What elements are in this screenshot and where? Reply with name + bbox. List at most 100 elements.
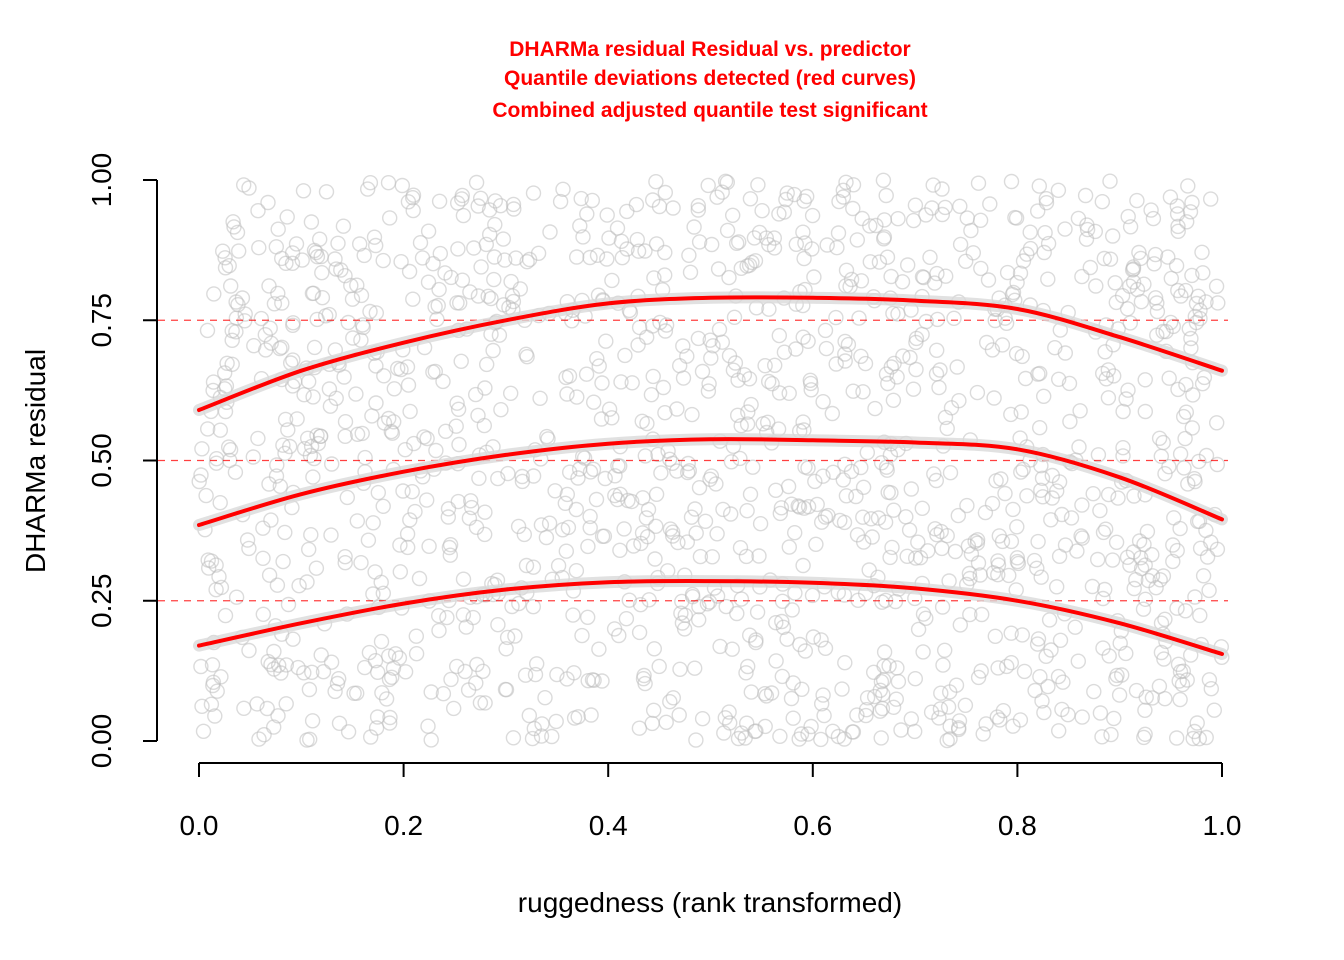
residual-point xyxy=(1100,390,1117,406)
residual-point xyxy=(876,644,893,660)
residual-point xyxy=(400,377,417,393)
residual-point xyxy=(386,381,402,397)
residual-point xyxy=(429,311,445,327)
residual-point xyxy=(306,450,322,467)
residual-point xyxy=(1185,387,1201,403)
residual-point xyxy=(1110,490,1126,506)
residual-point xyxy=(768,482,784,498)
residual-point xyxy=(497,681,514,698)
residual-point xyxy=(907,671,923,687)
residual-point xyxy=(1185,730,1201,747)
residual-point xyxy=(449,395,465,411)
residual-point xyxy=(743,396,759,413)
residual-point xyxy=(1029,560,1045,576)
residual-point xyxy=(709,189,725,205)
residual-point xyxy=(392,564,408,580)
residual-point xyxy=(275,437,291,453)
residual-point xyxy=(604,272,620,289)
axes: 0.00 0.25 0.50 0.75 1.00 0.0 0.2 0.4 0.6 0.8 1.0 xyxy=(86,153,1241,841)
residual-point xyxy=(277,411,294,428)
residual-point xyxy=(1183,330,1199,347)
residual-point xyxy=(740,404,756,420)
residual-point xyxy=(619,203,635,220)
residual-point xyxy=(880,375,896,392)
residual-point xyxy=(723,506,739,522)
residual-point xyxy=(570,470,586,486)
residual-point xyxy=(291,578,307,594)
residual-point xyxy=(1038,194,1055,211)
residual-point xyxy=(768,615,784,631)
residual-point xyxy=(1005,501,1021,518)
residual-point xyxy=(1145,210,1162,227)
residual-point xyxy=(988,473,1004,489)
residual-point xyxy=(1100,486,1117,503)
residual-point xyxy=(814,696,830,712)
residual-point xyxy=(219,355,235,371)
residual-point xyxy=(834,681,850,697)
residual-point xyxy=(1201,672,1218,688)
residual-point xyxy=(657,184,673,201)
residual-point xyxy=(1048,483,1065,499)
residual-point xyxy=(725,362,742,378)
residual-point xyxy=(984,495,1001,512)
residual-point xyxy=(420,223,437,239)
residual-point xyxy=(994,533,1011,550)
residual-point xyxy=(1199,549,1216,565)
residual-point xyxy=(791,731,807,747)
residual-point xyxy=(365,586,381,602)
residual-point xyxy=(646,702,662,718)
residual-point xyxy=(235,177,252,193)
residual-point xyxy=(266,296,283,312)
residual-point xyxy=(568,501,584,518)
residual-point xyxy=(681,247,697,264)
residual-point xyxy=(732,450,748,467)
residual-point xyxy=(768,653,784,669)
residual-point xyxy=(1050,371,1067,387)
residual-point xyxy=(601,401,618,417)
residual-point xyxy=(327,251,343,267)
residual-point xyxy=(1151,430,1168,446)
residual-point xyxy=(691,612,707,628)
residual-point xyxy=(785,710,801,726)
residual-point xyxy=(361,644,378,661)
residual-point xyxy=(838,174,854,191)
residual-point xyxy=(929,311,946,328)
residual-point xyxy=(1092,705,1109,721)
residual-point xyxy=(772,728,788,744)
residual-point xyxy=(443,269,459,286)
residual-point xyxy=(1202,191,1219,207)
residual-point xyxy=(613,233,630,250)
residual-point xyxy=(1186,723,1203,740)
residual-point xyxy=(312,231,328,247)
residual-point xyxy=(353,332,369,348)
residual-point xyxy=(818,340,835,357)
residual-point xyxy=(562,464,578,480)
residual-point xyxy=(875,172,892,189)
residual-point xyxy=(797,459,813,475)
residual-point xyxy=(606,621,623,637)
residual-point xyxy=(1184,194,1200,211)
residual-point xyxy=(203,553,220,569)
residual-point xyxy=(1074,268,1090,285)
residual-point xyxy=(499,629,516,646)
residual-point xyxy=(1012,265,1029,281)
residual-point xyxy=(525,559,542,575)
residual-point xyxy=(741,371,758,387)
residual-point xyxy=(217,250,233,266)
residual-point xyxy=(450,493,466,510)
residual-point xyxy=(541,515,558,531)
residual-point xyxy=(487,193,503,209)
residual-point xyxy=(912,550,929,566)
residual-point xyxy=(1177,430,1193,447)
residual-point xyxy=(493,402,509,418)
residual-point xyxy=(1170,282,1186,299)
residual-point xyxy=(1017,370,1034,387)
residual-point xyxy=(861,562,877,578)
residual-point xyxy=(745,459,761,475)
residual-point xyxy=(468,519,485,535)
residual-point xyxy=(645,368,661,385)
residual-point xyxy=(804,241,820,257)
residual-point xyxy=(1100,362,1117,378)
residual-point xyxy=(1171,673,1187,689)
residual-point xyxy=(280,422,296,438)
